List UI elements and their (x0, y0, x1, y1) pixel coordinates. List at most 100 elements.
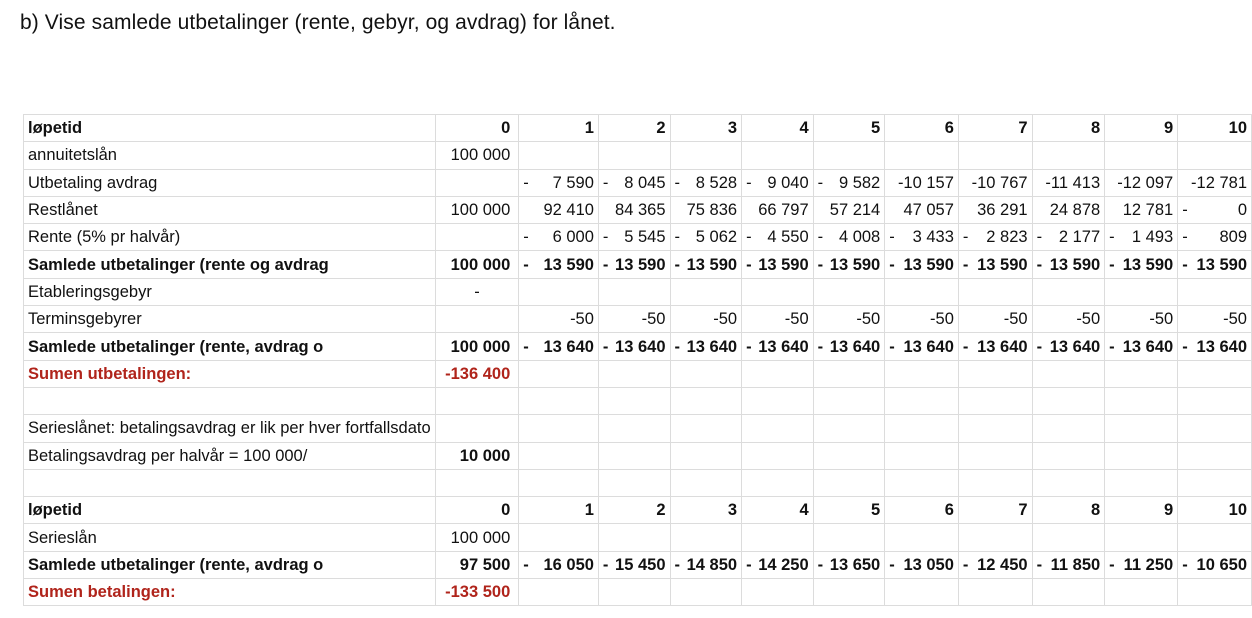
cell-period-10[interactable] (1177, 441, 1252, 470)
cell-period-1[interactable] (518, 141, 599, 170)
cell-period-6[interactable] (884, 386, 959, 416)
cell-period-6[interactable] (884, 414, 959, 443)
row-label[interactable]: Terminsgebyrer (23, 305, 436, 334)
cell-period-10[interactable]: -0 (1177, 195, 1252, 225)
cell-period-10[interactable]: 10 (1177, 113, 1252, 143)
cell-period-9[interactable] (1104, 386, 1179, 416)
cell-period-2[interactable]: 2 (597, 113, 671, 143)
cell-period-10[interactable] (1177, 359, 1252, 388)
row-label[interactable]: Samlede utbetalinger (rente, avdrag o (23, 550, 436, 580)
cell-period-9[interactable]: 9 (1104, 113, 1179, 143)
cell-period-10[interactable]: 10 (1177, 496, 1252, 525)
cell-period-3[interactable]: -13 590 (669, 250, 743, 279)
cell-period-6[interactable] (884, 141, 959, 170)
cell-period-5[interactable] (812, 386, 886, 416)
row-label[interactable]: Etableringsgebyr (23, 277, 436, 307)
cell-period-3[interactable]: 75 836 (669, 195, 743, 225)
cell-period-8[interactable]: -13 640 (1031, 332, 1106, 361)
cell-period-0[interactable]: 10 000 (434, 441, 520, 470)
cell-period-7[interactable]: 7 (957, 113, 1033, 143)
row-label[interactable]: Samlede utbetalinger (rente og avdrag (23, 250, 436, 279)
cell-period-9[interactable]: -1 493 (1104, 223, 1179, 252)
cell-period-3[interactable] (669, 359, 743, 388)
cell-period-8[interactable]: -11 413 (1031, 168, 1106, 197)
cell-period-3[interactable]: 3 (669, 496, 743, 525)
cell-period-1[interactable] (518, 441, 599, 470)
cell-period-3[interactable]: -8 528 (669, 168, 743, 197)
cell-period-8[interactable] (1031, 441, 1106, 470)
cell-period-4[interactable] (741, 359, 814, 388)
cell-period-0[interactable]: -136 400 (434, 359, 520, 388)
cell-period-7[interactable]: -13 590 (957, 250, 1033, 279)
cell-period-6[interactable]: -13 590 (884, 250, 959, 279)
cell-period-6[interactable] (884, 359, 959, 388)
cell-period-10[interactable] (1177, 523, 1252, 552)
cell-period-2[interactable]: -13 640 (597, 332, 671, 361)
cell-period-8[interactable]: -13 590 (1031, 250, 1106, 279)
cell-period-7[interactable] (957, 578, 1033, 607)
cell-period-5[interactable] (812, 441, 886, 470)
cell-period-10[interactable] (1177, 414, 1252, 443)
cell-period-8[interactable] (1031, 386, 1106, 416)
cell-period-2[interactable]: -5 545 (597, 223, 671, 252)
cell-period-4[interactable] (741, 523, 814, 552)
cell-period-6[interactable] (884, 277, 959, 307)
row-label[interactable]: Betalingsavdrag per halvår = 100 000/ (23, 441, 436, 470)
cell-period-9[interactable]: -50 (1104, 305, 1179, 334)
cell-period-7[interactable]: -12 450 (957, 550, 1033, 580)
cell-period-5[interactable] (812, 578, 886, 607)
cell-period-6[interactable] (884, 468, 959, 498)
cell-period-9[interactable] (1104, 523, 1179, 552)
cell-period-3[interactable] (669, 441, 743, 470)
cell-period-5[interactable]: -50 (812, 305, 886, 334)
cell-period-3[interactable] (669, 523, 743, 552)
cell-period-10[interactable]: -13 590 (1177, 250, 1252, 279)
cell-period-0[interactable]: 100 000 (434, 250, 520, 279)
cell-period-5[interactable] (812, 141, 886, 170)
cell-period-1[interactable] (518, 578, 599, 607)
cell-period-2[interactable] (597, 468, 671, 498)
cell-period-4[interactable] (741, 441, 814, 470)
cell-period-6[interactable]: -3 433 (884, 223, 959, 252)
cell-period-6[interactable] (884, 523, 959, 552)
cell-period-10[interactable] (1177, 277, 1252, 307)
cell-period-1[interactable]: -7 590 (518, 168, 599, 197)
cell-period-3[interactable] (669, 414, 743, 443)
cell-period-9[interactable] (1104, 468, 1179, 498)
cell-period-1[interactable] (518, 523, 599, 552)
cell-period-9[interactable] (1104, 277, 1179, 307)
cell-period-8[interactable] (1031, 359, 1106, 388)
cell-period-5[interactable] (812, 277, 886, 307)
cell-period-10[interactable] (1177, 386, 1252, 416)
cell-period-5[interactable]: -13 650 (812, 550, 886, 580)
row-label[interactable]: Serieslånet: betalingsavdrag er lik per … (23, 414, 436, 443)
cell-period-4[interactable]: 4 (741, 113, 814, 143)
cell-period-9[interactable] (1104, 359, 1179, 388)
cell-period-5[interactable]: -13 590 (812, 250, 886, 279)
cell-period-9[interactable]: 9 (1104, 496, 1179, 525)
cell-period-2[interactable] (597, 359, 671, 388)
cell-period-1[interactable] (518, 277, 599, 307)
cell-period-6[interactable]: 47 057 (884, 195, 959, 225)
cell-period-3[interactable] (669, 141, 743, 170)
cell-period-8[interactable]: -11 850 (1031, 550, 1106, 580)
cell-period-3[interactable] (669, 277, 743, 307)
cell-period-0[interactable]: 100 000 (434, 195, 520, 225)
cell-period-9[interactable]: 12 781 (1104, 195, 1179, 225)
cell-period-2[interactable]: 84 365 (597, 195, 671, 225)
cell-period-5[interactable]: -13 640 (812, 332, 886, 361)
cell-period-2[interactable]: -15 450 (597, 550, 671, 580)
cell-period-6[interactable]: 6 (884, 113, 959, 143)
cell-period-10[interactable] (1177, 141, 1252, 170)
cell-period-2[interactable] (597, 277, 671, 307)
cell-period-6[interactable]: 6 (884, 496, 959, 525)
cell-period-5[interactable] (812, 468, 886, 498)
cell-period-6[interactable]: -13 640 (884, 332, 959, 361)
cell-period-7[interactable]: -13 640 (957, 332, 1033, 361)
cell-period-0[interactable] (434, 386, 520, 416)
cell-period-1[interactable]: 1 (518, 496, 599, 525)
row-label[interactable]: Samlede utbetalinger (rente, avdrag o (23, 332, 436, 361)
cell-period-8[interactable]: 8 (1031, 496, 1106, 525)
cell-period-0[interactable]: 100 000 (434, 332, 520, 361)
cell-period-10[interactable] (1177, 578, 1252, 607)
